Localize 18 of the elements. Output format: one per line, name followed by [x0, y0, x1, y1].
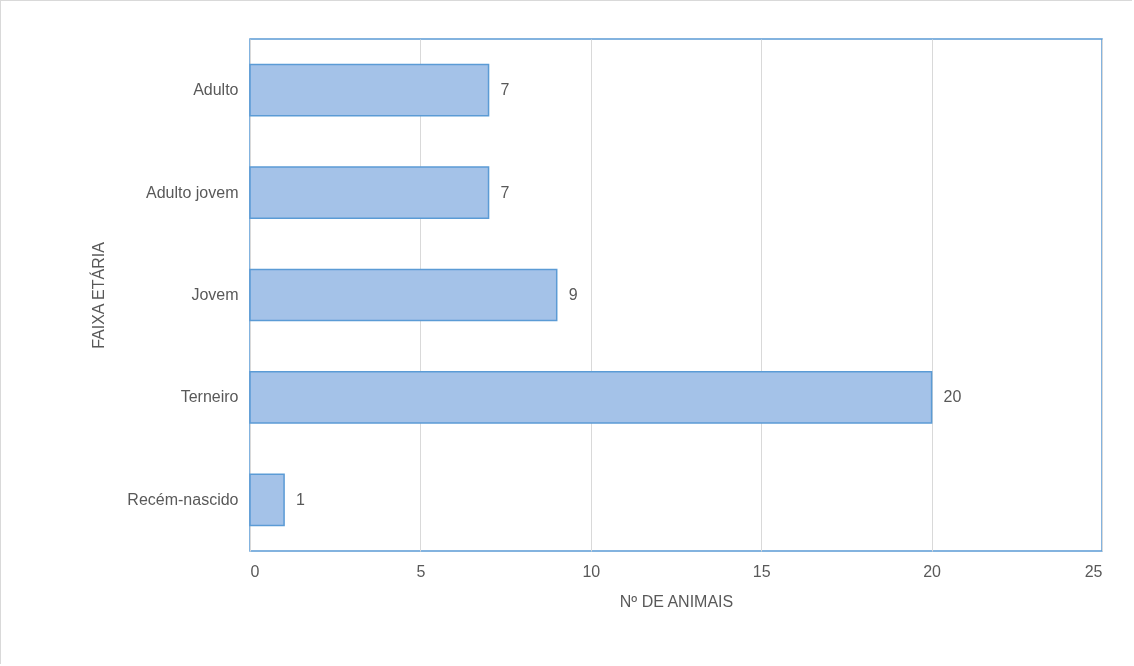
x-tick-label: 20	[923, 562, 942, 580]
x-tick-label: 10	[582, 562, 601, 580]
y-tick-label: Adulto jovem	[146, 183, 239, 201]
y-tick-label: Jovem	[191, 286, 239, 303]
data-label: 7	[500, 81, 510, 99]
x-tick-label: 25	[1084, 562, 1103, 580]
data-label: 9	[568, 286, 578, 303]
y-tick-label: Recém-nascido	[127, 490, 239, 508]
data-label: 20	[943, 388, 962, 406]
y-axis-title: FAIXA ETÁRIA	[89, 241, 108, 349]
x-tick-label: 15	[752, 562, 771, 580]
data-label: 7	[500, 183, 510, 201]
x-tick-label: 0	[250, 562, 260, 580]
x-axis-title: Nº DE ANIMAIS	[619, 592, 734, 610]
x-tick-label: 5	[416, 562, 426, 580]
y-tick-label: Terneiro	[180, 388, 239, 406]
y-tick-label: Adulto	[193, 81, 239, 99]
data-label: 1	[296, 490, 306, 508]
